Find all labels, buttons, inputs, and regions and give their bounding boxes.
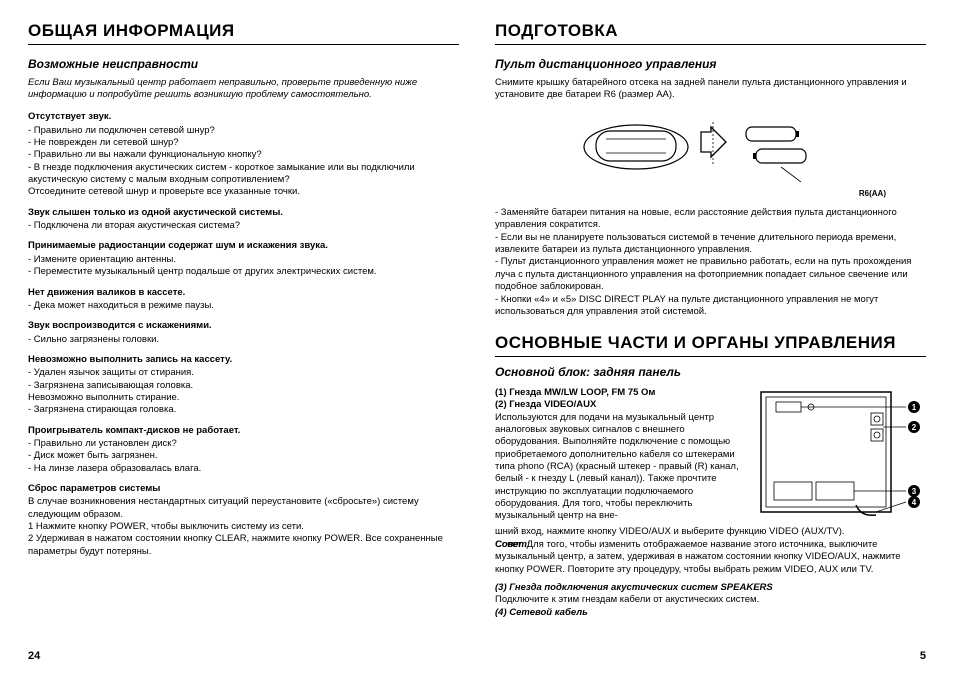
jack-label-power: (4) Сетевой кабель (495, 607, 926, 619)
jack-desc-cont: шний вход, нажмите кнопку VIDEO/AUX и вы… (495, 526, 926, 538)
remote-note: - Кнопки «4» и «5» DISC DIRECT PLAY на п… (495, 294, 926, 319)
block-heading: Сброс параметров системы (28, 483, 459, 495)
remote-diagram-icon (576, 107, 846, 182)
list-item: - Правильно ли установлен диск? (28, 438, 459, 450)
rear-panel-text: (1) Гнезда MW/LW LOOP, FM 75 Ом (2) Гнез… (495, 387, 748, 526)
remote-intro: Снимите крышку батарейного отсека на зад… (495, 77, 926, 102)
page-number-left: 24 (28, 649, 459, 663)
rear-panel-diagram: 1 2 3 4 (756, 387, 926, 526)
block-heading: Звук слышен только из одной акустической… (28, 207, 459, 219)
list-item: 1 Нажмите кнопку POWER, чтобы выключить … (28, 521, 459, 533)
jack-label-antenna: (1) Гнезда MW/LW LOOP, FM 75 Ом (495, 387, 748, 399)
block-cd-not-working: Проигрыватель компакт-дисков не работает… (28, 425, 459, 475)
jack-desc: Используются для подачи на музыкальный ц… (495, 412, 748, 523)
list-item: - Дека может находиться в режиме паузы. (28, 300, 459, 312)
block-heading: Нет движения валиков в кассете. (28, 287, 459, 299)
intro-text: Если Ваш музыкальный центр работает непр… (28, 77, 459, 102)
list-item: - Не поврежден ли сетевой шнур? (28, 137, 459, 149)
block-heading: Проигрыватель компакт-дисков не работает… (28, 425, 459, 437)
list-item: - Загрязнена записывающая головка. (28, 380, 459, 392)
svg-text:3: 3 (912, 487, 917, 496)
svg-text:4: 4 (912, 498, 917, 507)
subheading-troubleshooting: Возможные неисправности (28, 57, 459, 73)
remote-diagram: R6(AA) (495, 107, 926, 199)
rear-panel-icon: 1 2 3 4 (756, 387, 926, 522)
block-no-record: Невозможно выполнить запись на кассету. … (28, 354, 459, 417)
list-item: - Переместите музыкальный центр подальше… (28, 266, 459, 278)
list-item: - Правильно ли подключен сетевой шнур? (28, 125, 459, 137)
remote-note: - Если вы не планируете пользоваться сис… (495, 232, 926, 257)
subheading-rear-panel: Основной блок: задняя панель (495, 365, 926, 381)
list-item: - На линзе лазера образовалась влага. (28, 463, 459, 475)
block-heading: Невозможно выполнить запись на кассету. (28, 354, 459, 366)
block-no-sound: Отсутствует звук. - Правильно ли подключ… (28, 111, 459, 198)
block-reset: Сброс параметров системы В случае возник… (28, 483, 459, 558)
speakers-desc: Подключите к этим гнездам кабели от акус… (495, 594, 926, 606)
block-heading: Отсутствует звук. (28, 111, 459, 123)
section-heading-general: ОБЩАЯ ИНФОРМАЦИЯ (28, 20, 459, 45)
list-item: - Сильно загрязнены головки. (28, 334, 459, 346)
list-item: Отсоедините сетевой шнур и проверьте все… (28, 186, 459, 198)
svg-text:2: 2 (912, 423, 917, 432)
remote-note: - Заменяйте батареи питания на новые, ес… (495, 207, 926, 232)
block-heading: Звук воспроизводится с искажениями. (28, 320, 459, 332)
list-item: - Загрязнена стирающая головка. (28, 404, 459, 416)
list-item: - Диск может быть загрязнен. (28, 450, 459, 462)
list-item: 2 Удерживая в нажатом состоянии кнопку C… (28, 533, 459, 558)
jack-label-video-aux: (2) Гнезда VIDEO/AUX (495, 399, 748, 411)
list-item: - Подключена ли вторая акустическая сист… (28, 220, 459, 232)
section-heading-parts: ОСНОВНЫЕ ЧАСТИ И ОРГАНЫ УПРАВЛЕНИЯ (495, 332, 926, 357)
jack-label-speakers: (3) Гнезда подключения акустических сист… (495, 582, 926, 594)
block-heading: Принимаемые радиостанции содержат шум и … (28, 240, 459, 252)
left-column: ОБЩАЯ ИНФОРМАЦИЯ Возможные неисправности… (28, 20, 459, 663)
battery-label-text: R6(AA) (495, 189, 926, 199)
list-item: Невозможно выполнить стирание. (28, 392, 459, 404)
block-distortion: Звук воспроизводится с искажениями. - Си… (28, 320, 459, 346)
subheading-remote: Пульт дистанционного управления (495, 57, 926, 73)
block-one-speaker: Звук слышен только из одной акустической… (28, 207, 459, 233)
page-number-right: 5 (495, 649, 926, 663)
list-item: - Измените ориентацию антенны. (28, 254, 459, 266)
list-item: - Удален язычок защиты от стирания. (28, 367, 459, 379)
list-item: - В гнезде подключения акустических сист… (28, 162, 459, 187)
svg-text:1: 1 (912, 403, 917, 412)
block-cassette-rollers: Нет движения валиков в кассете. - Дека м… (28, 287, 459, 313)
tip-full: Совет: Для того, чтобы изменить отобража… (495, 539, 926, 576)
list-item: В случае возникновения нестандартных сит… (28, 496, 459, 521)
list-item: - Правильно ли вы нажали функциональную … (28, 149, 459, 161)
section-heading-preparation: ПОДГОТОВКА (495, 20, 926, 45)
block-radio-noise: Принимаемые радиостанции содержат шум и … (28, 240, 459, 278)
remote-note: - Пульт дистанционного управления может … (495, 256, 926, 293)
right-column: ПОДГОТОВКА Пульт дистанционного управлен… (495, 20, 926, 663)
